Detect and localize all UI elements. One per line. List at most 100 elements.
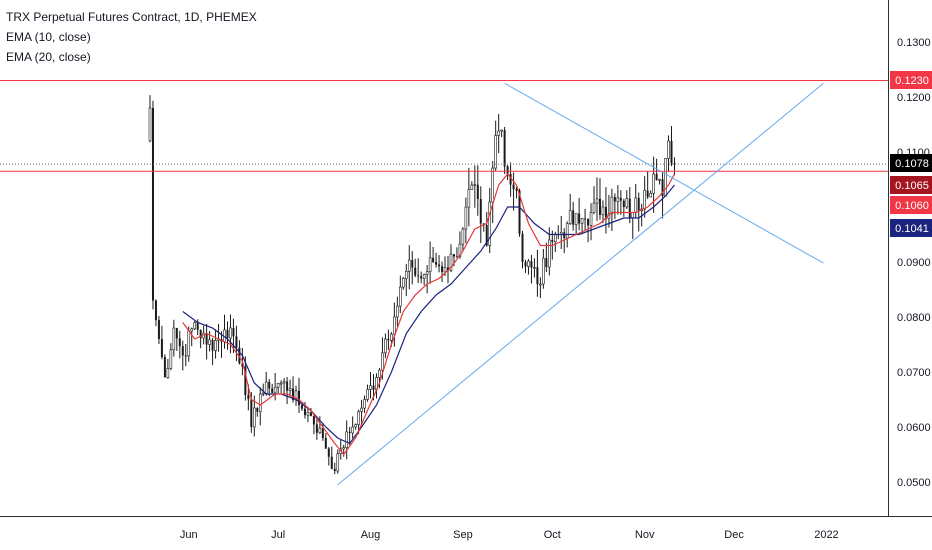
y-axis: 0.13000.12000.11000.10000.09000.08000.07… bbox=[897, 37, 931, 489]
candle-body-up bbox=[282, 381, 286, 384]
candle-body-down bbox=[312, 416, 315, 425]
y-tick-label: 0.0500 bbox=[897, 477, 931, 489]
candle-body-up bbox=[667, 140, 670, 159]
candle bbox=[661, 172, 664, 219]
candle bbox=[306, 406, 310, 423]
candle-body-up bbox=[539, 283, 542, 286]
candle-body-down bbox=[613, 197, 616, 202]
price-label-text: 0.1078 bbox=[895, 158, 929, 170]
price-label-text: 0.1060 bbox=[895, 200, 929, 212]
candle-body-up bbox=[616, 197, 620, 202]
candle-body-down bbox=[286, 381, 289, 391]
candle bbox=[414, 258, 417, 278]
candle bbox=[509, 162, 512, 197]
candle-body-up bbox=[443, 267, 447, 273]
rising-trendline bbox=[337, 82, 824, 486]
candle-body-up bbox=[568, 210, 572, 224]
candle bbox=[336, 449, 340, 474]
candle-body-down bbox=[435, 262, 438, 265]
candle-body-down bbox=[572, 210, 575, 225]
candle bbox=[309, 407, 312, 417]
candle bbox=[148, 95, 152, 143]
candle-body-down bbox=[530, 261, 533, 268]
candle bbox=[375, 373, 378, 399]
chart-legend: TRX Perpetual Futures Contract, 1D, PHEM… bbox=[6, 7, 257, 67]
candle bbox=[366, 384, 369, 402]
candle-body-up bbox=[258, 393, 262, 412]
candle bbox=[503, 126, 506, 175]
candle bbox=[598, 178, 601, 220]
candle-body-up bbox=[473, 184, 477, 187]
candle bbox=[637, 192, 640, 232]
candle bbox=[595, 177, 599, 221]
candle-body-down bbox=[604, 207, 607, 219]
candle bbox=[172, 319, 176, 357]
candle bbox=[649, 190, 652, 198]
candle bbox=[300, 403, 303, 411]
candle-body-down bbox=[584, 218, 587, 220]
candle bbox=[369, 372, 372, 399]
candle-body-up bbox=[449, 253, 453, 271]
price-label-bg bbox=[890, 176, 932, 194]
candle-body-down bbox=[151, 108, 154, 301]
candle bbox=[258, 387, 262, 426]
candle-body-down bbox=[163, 357, 166, 378]
candle bbox=[312, 415, 315, 435]
candle bbox=[276, 382, 280, 394]
candle bbox=[157, 315, 160, 344]
candle bbox=[315, 418, 318, 440]
candle-body-down bbox=[235, 336, 238, 348]
candle bbox=[160, 325, 163, 360]
y-tick-label: 0.0700 bbox=[897, 367, 931, 379]
candle-body-down bbox=[673, 163, 676, 165]
candle bbox=[485, 211, 488, 247]
candle-body-down bbox=[330, 456, 333, 469]
candle-body-up bbox=[565, 223, 569, 239]
candle bbox=[190, 327, 194, 347]
candle bbox=[488, 188, 492, 254]
candle bbox=[500, 129, 503, 138]
candle-body-down bbox=[241, 363, 244, 367]
symbol-title[interactable]: TRX Perpetual Futures Contract, 1D, PHEM… bbox=[6, 10, 257, 24]
candle bbox=[271, 383, 274, 394]
candle bbox=[253, 395, 256, 437]
candle-body-up bbox=[342, 447, 346, 450]
candle bbox=[223, 314, 226, 349]
candle-body-up bbox=[190, 328, 194, 332]
candle-body-up bbox=[589, 212, 593, 226]
candle-body-up bbox=[396, 305, 399, 318]
candle bbox=[461, 227, 465, 251]
candle bbox=[613, 193, 616, 220]
falling-trendline bbox=[504, 82, 824, 264]
candle bbox=[527, 259, 530, 275]
candle bbox=[643, 176, 646, 218]
candle bbox=[321, 422, 324, 441]
candle bbox=[163, 354, 166, 378]
candle-body-down bbox=[309, 412, 312, 416]
price-label-bg bbox=[890, 196, 932, 214]
price-label-text: 0.1041 bbox=[895, 223, 929, 235]
ema20-legend[interactable]: EMA (20, close) bbox=[6, 50, 91, 64]
candle-body-down bbox=[303, 408, 306, 416]
candle bbox=[286, 377, 289, 405]
candle-body-up bbox=[253, 407, 256, 428]
candle-body-down bbox=[536, 267, 539, 285]
candle-body-up bbox=[422, 274, 426, 279]
candle bbox=[351, 416, 354, 439]
candle bbox=[589, 203, 593, 241]
candle bbox=[604, 187, 607, 234]
candle-body-down bbox=[476, 184, 479, 200]
candle bbox=[151, 100, 154, 310]
candle bbox=[574, 213, 578, 235]
ema10-legend[interactable]: EMA (10, close) bbox=[6, 30, 91, 44]
candle bbox=[616, 185, 620, 215]
candle-body-down bbox=[509, 174, 512, 185]
candle-body-up bbox=[542, 257, 545, 285]
candle bbox=[670, 125, 673, 167]
candle bbox=[667, 135, 670, 172]
candle bbox=[166, 358, 170, 379]
candle-body-down bbox=[655, 174, 658, 181]
candle-body-down bbox=[250, 399, 253, 427]
candle-body-down bbox=[411, 260, 414, 268]
